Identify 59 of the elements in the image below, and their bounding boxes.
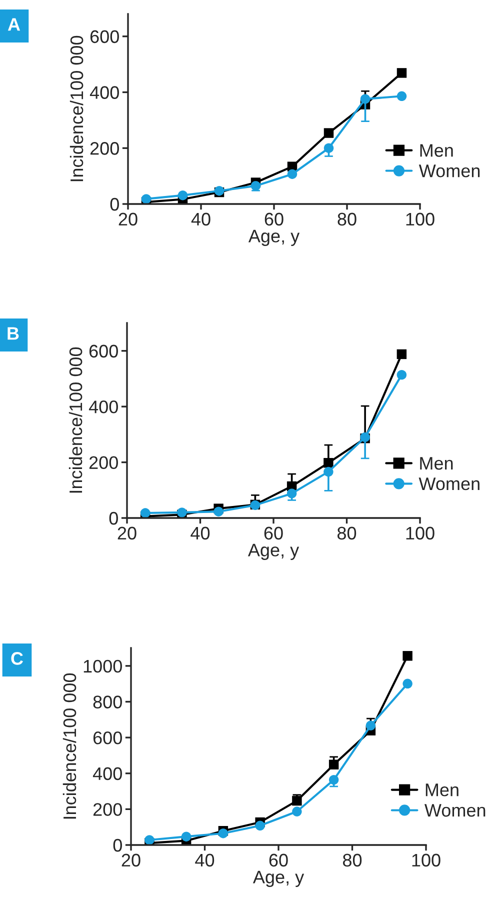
- y-tick-label: 0: [113, 838, 122, 852]
- point: [255, 820, 265, 831]
- y-tick-label: 800: [93, 696, 122, 708]
- y-tick-label: 200: [90, 142, 119, 155]
- legend-label: Men: [426, 784, 458, 796]
- y-tick-label: 200: [89, 456, 118, 470]
- x-tick-label: 60: [269, 854, 288, 867]
- text: C: [11, 652, 24, 665]
- x-axis-title: Age, y: [248, 544, 300, 560]
- point: [218, 828, 228, 838]
- legend-label: Women: [418, 164, 480, 178]
- text: A: [8, 18, 20, 31]
- x-tick-label: 100: [406, 212, 434, 226]
- y-tick-label: 400: [88, 400, 118, 414]
- x-tick-label: 80: [338, 212, 356, 226]
- point: [324, 128, 334, 138]
- point: [181, 832, 192, 842]
- y-tick-label: 600: [90, 30, 119, 44]
- y-tick-label: 600: [89, 344, 118, 358]
- text: B: [8, 327, 19, 340]
- x-axis-title: Age, y: [248, 230, 300, 246]
- x-tick-label: 40: [191, 212, 210, 226]
- x-tick-label: 20: [118, 526, 136, 540]
- x-tick-label: 20: [118, 212, 138, 226]
- y-tick-label: 400: [92, 767, 122, 780]
- x-tick-label: 100: [412, 854, 440, 867]
- y-axis-title: Incidence/100 000: [70, 36, 84, 182]
- y-tick-label: 200: [93, 803, 122, 816]
- x-tick-label: 20: [122, 854, 140, 867]
- x-tick-label: 80: [342, 854, 362, 867]
- y-tick-label: 0: [109, 512, 118, 525]
- legend-label: Women: [424, 804, 486, 817]
- x-tick-label: 60: [264, 212, 284, 226]
- y-tick-label: 600: [93, 731, 122, 744]
- point: [178, 190, 188, 200]
- point: [402, 678, 412, 688]
- point: [396, 68, 407, 78]
- point: [287, 169, 298, 179]
- point: [396, 349, 407, 360]
- x-tick-label: 40: [195, 854, 214, 867]
- x-tick-label: 100: [406, 526, 434, 540]
- y-tick-label: 1000: [84, 660, 122, 673]
- point: [402, 651, 412, 661]
- legend-label: Women: [418, 478, 480, 490]
- point: [396, 91, 407, 102]
- y-axis-title: Incidence/100 000: [62, 673, 76, 819]
- point: [396, 370, 407, 380]
- x-tick-label: 40: [190, 526, 210, 540]
- point: [366, 720, 376, 730]
- x-axis-title: Age, y: [252, 870, 304, 887]
- legend-label: Men: [420, 457, 453, 470]
- x-tick-label: 80: [337, 526, 356, 540]
- point: [292, 806, 302, 816]
- y-axis-title: Incidence/100 000: [68, 347, 82, 493]
- point: [214, 506, 224, 516]
- x-tick-label: 60: [264, 526, 283, 540]
- y-tick-label: 0: [110, 198, 119, 211]
- legend-label: Men: [420, 144, 453, 157]
- y-tick-label: 400: [90, 86, 119, 99]
